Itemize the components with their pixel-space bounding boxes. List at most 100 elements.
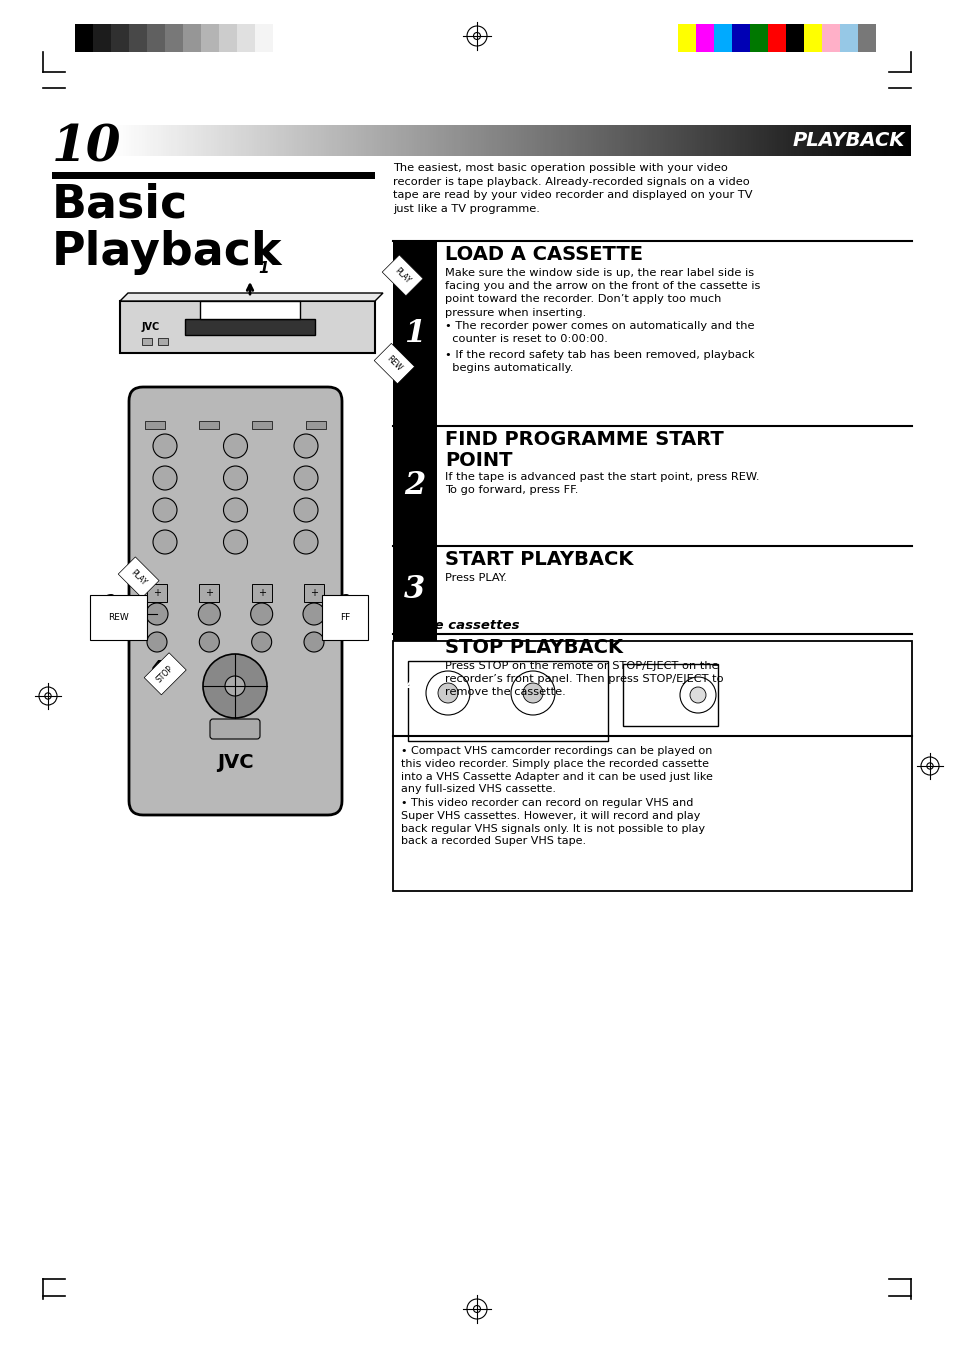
Bar [483,126,486,155]
Text: PLAY: PLAY [129,567,148,586]
Bar [222,126,225,155]
Bar [700,126,702,155]
Bar [393,640,911,892]
Bar [619,126,622,155]
Bar [235,126,238,155]
Bar [821,24,840,51]
Bar [769,126,772,155]
Text: • Compact VHS camcorder recordings can be played on
this video recorder. Simply : • Compact VHS camcorder recordings can b… [400,746,712,794]
Text: REW: REW [108,613,129,621]
Bar [219,24,236,51]
Bar [436,126,438,155]
Bar [563,126,566,155]
Bar [867,126,870,155]
Bar [854,126,857,155]
Bar [657,126,659,155]
Circle shape [689,688,705,703]
Bar [366,126,369,155]
Bar [817,126,820,155]
Bar [129,126,132,155]
Bar [793,126,796,155]
Bar [201,24,219,51]
Circle shape [203,654,267,717]
Bar [547,126,551,155]
Bar [790,126,793,155]
Text: 3: 3 [405,263,416,280]
Bar [329,126,332,155]
Bar [532,126,535,155]
Bar [686,126,689,155]
Bar [393,546,436,634]
Bar [774,126,778,155]
Bar [292,126,294,155]
Bar [190,126,193,155]
Bar [796,126,799,155]
Bar [907,126,910,155]
Circle shape [225,676,245,696]
Bar [780,126,782,155]
Bar [840,24,857,51]
Bar [467,126,471,155]
Bar [646,126,649,155]
Bar [803,126,806,155]
Bar [403,126,406,155]
Bar [270,126,274,155]
Bar [678,24,696,51]
Bar [873,126,876,155]
Circle shape [199,632,219,653]
Bar [889,126,892,155]
Bar [676,126,679,155]
Bar [860,126,862,155]
Text: FF: FF [339,613,350,621]
Bar [238,126,241,155]
Bar [393,126,395,155]
Circle shape [223,530,247,554]
Bar [654,126,658,155]
Bar [494,126,497,155]
Bar [147,584,167,603]
Bar [374,126,377,155]
Bar [213,126,217,155]
Bar [707,126,711,155]
Bar [360,126,364,155]
Bar [542,126,545,155]
Bar [225,126,228,155]
Bar [406,126,409,155]
Bar [253,422,272,430]
Bar [187,126,191,155]
Text: 4: 4 [404,670,425,701]
Bar [499,126,502,155]
Bar [256,126,260,155]
Bar [166,126,169,155]
Bar [185,319,314,335]
Bar [891,126,895,155]
Bar [492,126,495,155]
Bar [579,126,582,155]
Text: The easiest, most basic operation possible with your video
recorder is tape play: The easiest, most basic operation possib… [393,163,752,213]
Bar [801,126,804,155]
Bar [173,126,177,155]
Bar [598,126,601,155]
Text: FIND PROGRAMME START
POINT: FIND PROGRAMME START POINT [444,430,723,470]
Bar [798,126,801,155]
Bar [520,126,524,155]
Bar [462,126,465,155]
Bar [760,126,764,155]
Bar [286,126,289,155]
Bar [179,126,182,155]
Bar [838,126,841,155]
Bar [390,126,393,155]
Bar [400,126,404,155]
Text: 4: 4 [151,661,161,676]
Text: +: + [310,588,317,598]
Bar [747,126,751,155]
Bar [713,126,716,155]
Text: 2: 2 [105,594,115,609]
Bar [249,126,252,155]
Circle shape [152,466,177,490]
Bar [784,126,788,155]
Bar [636,126,639,155]
Text: • This video recorder can record on regular VHS and
Super VHS cassettes. However: • This video recorder can record on regu… [400,798,704,846]
Bar [265,126,268,155]
Bar [147,126,151,155]
